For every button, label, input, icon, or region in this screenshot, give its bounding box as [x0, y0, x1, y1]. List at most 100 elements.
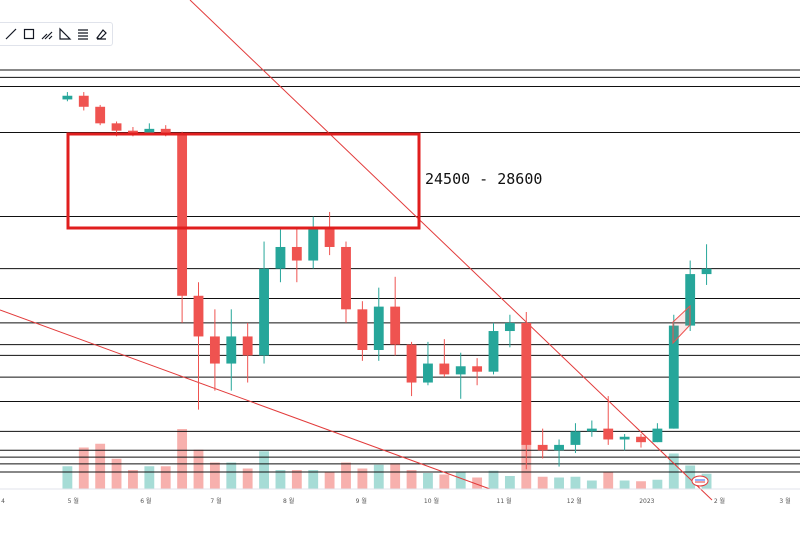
volume-bar: [373, 464, 384, 489]
trendlines: [0, 0, 713, 501]
x-tick-label: 8 월: [283, 497, 294, 505]
eraser-tool-icon[interactable]: [94, 27, 108, 41]
candle-body: [242, 336, 253, 356]
brush-tool-icon[interactable]: [40, 27, 54, 41]
x-tick-label: 11 월: [497, 497, 512, 505]
volume-bar: [406, 470, 417, 489]
x-tick-label: 5 월: [68, 497, 79, 505]
candle-body: [685, 274, 696, 326]
volume-bar: [324, 472, 335, 489]
candle-body: [652, 428, 663, 443]
candle-body: [423, 363, 433, 383]
rectangle-tool-icon[interactable]: [22, 27, 36, 41]
candle-body: [95, 106, 106, 124]
volume-bar: [226, 462, 237, 489]
x-tick-label: 4: [1, 498, 5, 505]
candle-body: [111, 123, 122, 131]
line-tool-icon[interactable]: [4, 27, 18, 41]
volume-bar: [668, 453, 679, 489]
candle-body: [636, 436, 646, 443]
candle-body: [603, 428, 614, 440]
candle-body: [570, 431, 581, 445]
volume-bar: [177, 429, 188, 489]
volume-bar: [554, 477, 564, 489]
candle-body: [209, 336, 220, 364]
volume-bar: [570, 476, 581, 489]
candle-body: [78, 95, 89, 107]
volume-bar: [455, 472, 466, 489]
volume-bar: [652, 479, 663, 489]
candle-body: [160, 128, 171, 133]
volume-bar: [242, 468, 253, 489]
x-tick-label: 6 월: [140, 497, 151, 505]
candles: [62, 92, 712, 470]
volume-bar: [357, 468, 368, 489]
candle-body: [193, 295, 204, 337]
candle-body: [619, 436, 630, 440]
candle-body: [504, 322, 515, 332]
volume-bar: [488, 470, 499, 489]
triangle-tool-icon[interactable]: [58, 27, 72, 41]
volume-bar: [619, 480, 630, 489]
descending-trendline-major: [189, 0, 713, 501]
volume-bar: [160, 466, 171, 489]
volume-bar: [259, 451, 269, 489]
volume-bar: [685, 465, 696, 489]
text-tool-icon[interactable]: [76, 27, 90, 41]
candle-body: [668, 325, 679, 429]
alert-icon[interactable]: [691, 475, 709, 487]
volume-bar: [95, 443, 106, 489]
candle-body: [554, 444, 564, 451]
candle-body: [259, 268, 269, 356]
volume-bar: [308, 470, 319, 489]
x-tick-label: 12 월: [567, 497, 582, 505]
volume-bar: [537, 476, 548, 489]
candle-body: [586, 428, 597, 432]
volume-bar: [472, 477, 483, 489]
candle-body: [62, 95, 73, 100]
volume-bar: [209, 462, 220, 489]
volume-bars: [62, 429, 712, 489]
volume-bar: [439, 474, 450, 489]
candle-body: [701, 268, 712, 275]
x-tick-label: 2023: [639, 498, 654, 505]
volume-bar: [390, 463, 401, 489]
x-tick-label: 9 월: [356, 497, 367, 505]
volume-bar: [128, 470, 138, 489]
candle-body: [390, 306, 401, 345]
candle-body: [177, 132, 188, 296]
volume-bar: [144, 466, 155, 489]
volume-bar: [603, 471, 614, 489]
candle-body: [455, 366, 466, 375]
volume-bar: [341, 462, 351, 489]
candle-body: [291, 246, 302, 261]
zone-annotation: 24500 - 28600: [425, 170, 542, 188]
candle-body: [521, 322, 532, 445]
horizontal-levels: [0, 69, 800, 473]
candle-body: [308, 228, 319, 261]
resistance-zone-box[interactable]: [66, 132, 421, 230]
candle-body: [488, 331, 499, 372]
volume-bar: [111, 458, 122, 489]
candle-body: [537, 444, 548, 451]
volume-bar: [636, 481, 646, 489]
descending-trendline-lower: [0, 309, 491, 490]
volume-bar: [423, 473, 433, 489]
candle-body: [275, 246, 286, 269]
bear-flag-pattern: [672, 304, 691, 345]
x-tick-label: 2 월: [714, 497, 725, 505]
drawing-toolbar: [0, 22, 113, 46]
candle-body: [373, 306, 384, 350]
candle-body: [439, 363, 450, 375]
candle-body: [357, 309, 368, 350]
volume-bar: [504, 476, 515, 489]
candle-body: [128, 130, 138, 133]
x-axis: 4 5 월 6 월 7 월 8 월 9 월 10 월 11 월 12 월 2023 2 월 3 월: [1, 497, 791, 505]
candle-body: [324, 228, 335, 247]
x-tick-label: 10 월: [424, 497, 439, 505]
x-tick-label: 7 월: [210, 497, 221, 505]
candle-body: [406, 344, 417, 383]
candle-body: [472, 366, 483, 372]
volume-bar: [78, 447, 89, 489]
